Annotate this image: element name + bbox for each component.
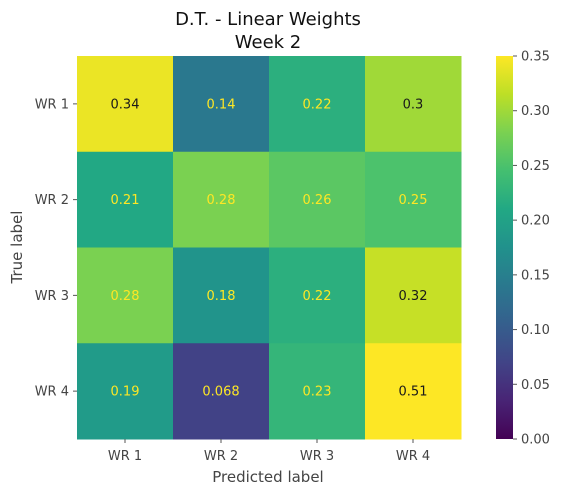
heatmap-cell-r4-c4 [365,343,462,440]
cell-value-r4-c2: 0.068 [202,385,239,400]
chart-title-line2: Week 2 [235,32,302,53]
heatmap-cell-r2-c1 [77,151,174,248]
colorbar-tick-label-5: 0.20 [521,214,550,229]
cell-value-r3-c4: 0.32 [399,289,428,304]
colorbar [496,56,513,439]
colorbar-tick-label-7: 0.30 [521,104,550,119]
cell-value-r3-c2: 0.18 [207,289,236,304]
y-tick-label-4: WR 4 [35,385,69,400]
colorbar-tick-label-6: 0.25 [521,159,550,174]
heatmap-cell-r2-c4 [365,151,462,248]
colorbar-tick-label-2: 0.05 [521,378,550,393]
cell-value-r4-c1: 0.19 [111,385,140,400]
heatmap-cell-r1-c4 [365,56,462,153]
heatmap-cells [77,56,462,440]
heatmap-cell-r3-c1 [77,247,174,344]
y-axis-label: True label [8,211,26,285]
heatmap-cell-r1-c3 [269,56,366,153]
cell-value-r1-c1: 0.34 [111,97,140,112]
heatmap-cell-r4-c3 [269,343,366,440]
heatmap-cell-r2-c2 [173,151,270,248]
heatmap-cell-r4-c1 [77,343,174,440]
colorbar-tick-label-3: 0.10 [521,323,550,338]
heatmap-cell-r3-c4 [365,247,462,344]
cell-value-r2-c4: 0.25 [399,193,428,208]
x-tick-label-3: WR 3 [300,449,334,464]
cell-value-r1-c4: 0.3 [403,97,424,112]
x-axis-label: Predicted label [212,468,323,486]
cell-value-r3-c3: 0.22 [303,289,332,304]
cell-value-r4-c4: 0.51 [399,385,428,400]
cell-value-r1-c2: 0.14 [207,97,236,112]
x-tick-label-4: WR 4 [396,449,430,464]
y-tick-label-3: WR 3 [35,289,69,304]
colorbar-tick-label-8: 0.35 [521,50,550,65]
y-tick-label-2: WR 2 [35,193,69,208]
x-axis-ticks: WR 1 WR 2 WR 3 WR 4 [108,439,430,464]
x-tick-label-1: WR 1 [108,449,142,464]
cell-value-r4-c3: 0.23 [303,385,332,400]
heatmap-cell-r2-c3 [269,151,366,248]
heatmap-cell-r4-c2 [173,343,270,440]
colorbar-tick-label-1: 0.00 [521,433,550,448]
cell-value-r3-c1: 0.28 [111,289,140,304]
colorbar-tick-label-4: 0.15 [521,268,550,283]
cell-value-r2-c2: 0.28 [207,193,236,208]
heatmap-cell-r1-c2 [173,56,270,153]
y-axis-ticks: WR 1 WR 2 WR 3 WR 4 [35,97,77,400]
heatmap-cell-r1-c1 [77,56,174,153]
cell-value-r1-c3: 0.22 [303,97,332,112]
colorbar-ticks: 0.00 0.05 0.10 0.15 0.20 0.25 0.30 0.35 [513,50,550,448]
chart-title-line1: D.T. - Linear Weights [175,9,361,30]
heatmap-cell-labels: 0.34 0.14 0.22 0.3 0.21 0.28 0.26 0.25 0.28 0.18 0… [111,97,428,399]
x-tick-label-2: WR 2 [204,449,238,464]
y-tick-label-1: WR 1 [35,97,69,112]
cell-value-r2-c3: 0.26 [303,193,332,208]
cell-value-r2-c1: 0.21 [111,193,140,208]
heatmap-cell-r3-c2 [173,247,270,344]
heatmap-cell-r3-c3 [269,247,366,344]
